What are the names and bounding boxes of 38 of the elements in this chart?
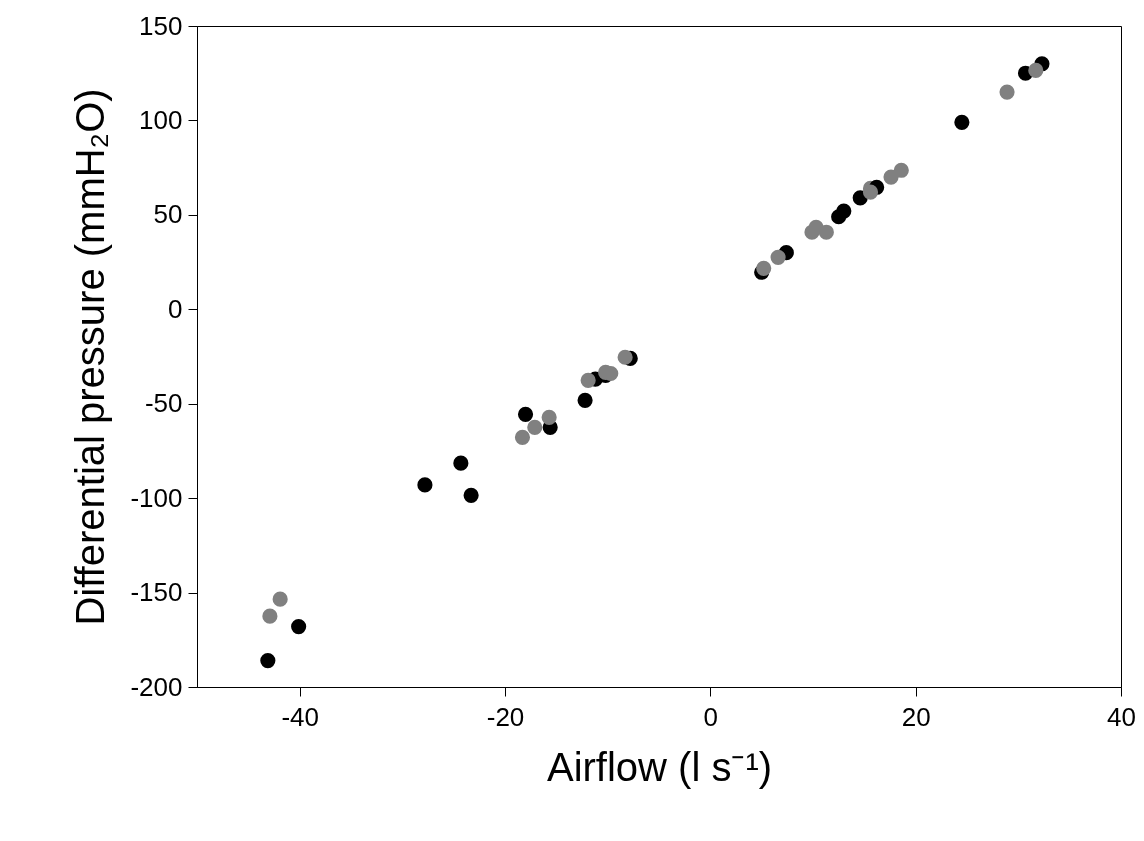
point — [577, 392, 593, 408]
x-axis-title: Airflow (l s⁻¹) — [546, 744, 773, 789]
y-tick-label: 100 — [139, 104, 183, 135]
point — [541, 409, 557, 425]
x-tick-label: 0 — [703, 701, 719, 732]
x-tick-label: 20 — [901, 701, 931, 732]
point — [862, 184, 879, 200]
point — [463, 487, 479, 503]
point — [272, 591, 288, 607]
x-tick-label: -40 — [281, 701, 319, 732]
y-axis-title: Differential pressure (mmH₂O) — [68, 88, 113, 626]
point — [580, 372, 596, 388]
point — [260, 652, 276, 669]
y-tick-label: 50 — [153, 199, 183, 230]
point — [417, 477, 433, 493]
point — [893, 162, 909, 178]
y-tick-label: 150 — [139, 10, 183, 41]
x-tick-label: -20 — [486, 701, 525, 732]
point — [617, 349, 633, 365]
point — [527, 419, 543, 435]
x-tick-label: 40 — [1107, 701, 1136, 732]
point — [770, 249, 786, 265]
point — [517, 406, 534, 422]
point — [1028, 62, 1044, 78]
point — [999, 84, 1015, 100]
y-tick-label: -100 — [130, 482, 183, 513]
point — [514, 429, 531, 445]
point — [818, 224, 834, 240]
point — [262, 608, 278, 624]
point — [756, 260, 772, 276]
y-tick-label: -50 — [144, 388, 183, 419]
y-tick-label: -150 — [130, 577, 183, 608]
point — [453, 455, 469, 471]
y-tick-label: 0 — [168, 293, 183, 324]
point — [954, 114, 970, 130]
y-tick-label: -200 — [130, 671, 183, 702]
point — [836, 203, 852, 219]
point — [291, 619, 307, 635]
